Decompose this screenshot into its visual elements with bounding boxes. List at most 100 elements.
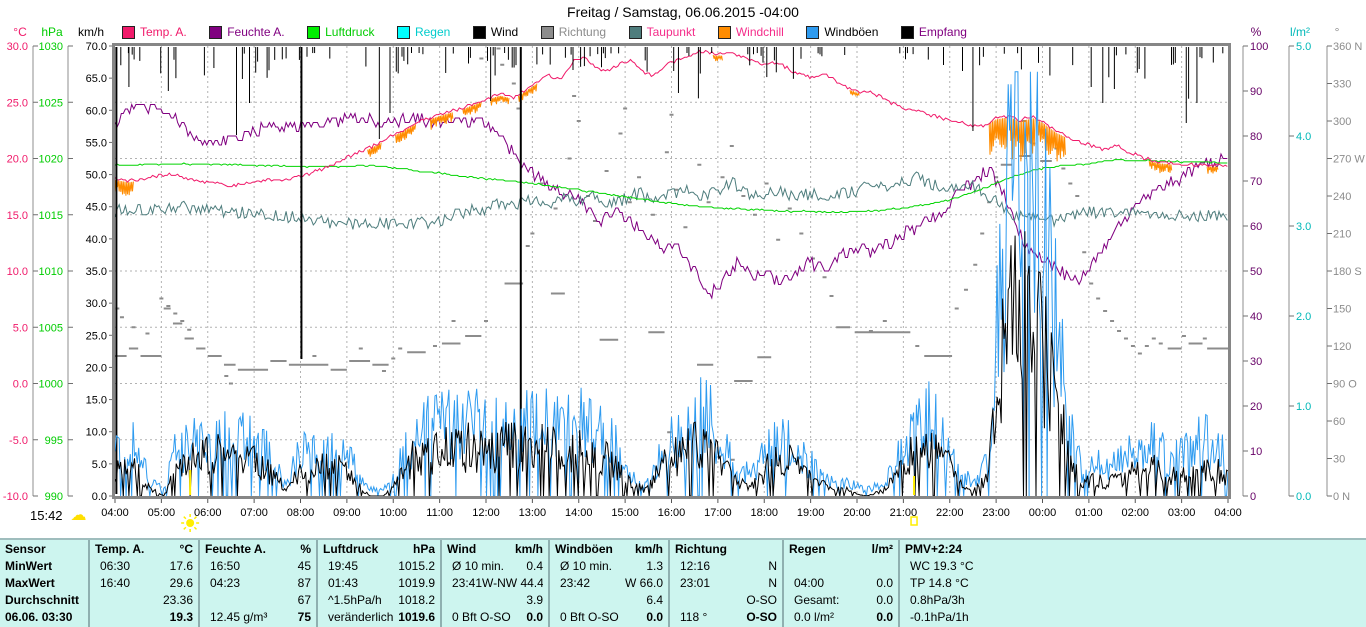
svg-text:10.0: 10.0 [7,266,28,278]
svg-text:0: 0 [1250,491,1256,503]
svg-text:1015: 1015 [39,210,63,222]
reception-swatch-icon [900,25,914,39]
chart-area: 30.0 25.0 20.0 15.0 10.0 5.0 0.0 -5.0 -10.0 1030 1… [3,25,1365,532]
svg-text:06:00: 06:00 [194,507,222,519]
sunshine-duration-value: 15:42 [30,508,63,523]
svg-text:l/m²: l/m² [1290,25,1310,39]
svg-text:3.0: 3.0 [1296,221,1311,233]
svg-text:-10.0: -10.0 [3,491,28,503]
sun-markers [181,470,918,532]
svg-text:1005: 1005 [39,322,63,334]
svg-text:02:00: 02:00 [1121,507,1149,519]
svg-text:hPa: hPa [41,25,63,39]
svg-text:0 N: 0 N [1333,491,1350,503]
svg-text:08:00: 08:00 [287,507,315,519]
svg-text:00:00: 00:00 [1029,507,1057,519]
legend-item-empfang: Empfang [900,25,967,39]
svg-text:90: 90 [1250,86,1262,98]
svg-text:5.0: 5.0 [92,459,107,471]
svg-text:50.0: 50.0 [86,170,107,182]
svg-text:60: 60 [1250,221,1262,233]
series-windchill [114,54,1219,196]
svg-text:995: 995 [45,435,63,447]
svg-text:01:00: 01:00 [1075,507,1103,519]
stats-col-rain: Regen l/m² 04:00 0.0 Gesamt: 0.0 0.0 l/m² 0.… [782,540,898,627]
series-luftdruck [114,159,1228,214]
svg-text:300: 300 [1333,116,1351,128]
sunset-icon [910,516,918,526]
stats-col-humidity: Feuchte A.% 16:50 45 04:23 87 67 12.45 g/m… [198,540,316,627]
svg-text:100: 100 [1250,41,1268,53]
svg-text:1.0: 1.0 [1296,401,1311,413]
y-axes: 30.025.020.015.010.05.00.0-5.0-10.010301… [3,25,1365,503]
svg-text:16:00: 16:00 [658,507,686,519]
svg-text:20.0: 20.0 [86,362,107,374]
svg-text:04:00: 04:00 [1214,507,1242,519]
svg-text:1010: 1010 [39,266,63,278]
svg-text:07:00: 07:00 [240,507,268,519]
legend-item-richtung: Richtung [540,25,606,39]
svg-text:30: 30 [1250,356,1262,368]
stats-col-wind: Wind km/h Ø 10 min. 0.4 23:41 W-NW 44.4 3.9… [440,540,548,627]
svg-text:12:00: 12:00 [472,507,500,519]
svg-text:270 W: 270 W [1333,154,1365,166]
sunshine-duration: 15:42 ☁ [30,506,87,524]
row-label-maxwert: MaxWert [5,576,55,590]
legend-item-windchill: Windchill [717,25,784,39]
svg-text:80: 80 [1250,131,1262,143]
svg-text:120: 120 [1333,341,1351,353]
svg-text:25.0: 25.0 [7,97,28,109]
svg-text:13:00: 13:00 [519,507,547,519]
stats-col-temp: Temp. A. °C 06:30 17.6 16:40 29.6 23.36 19.… [88,540,198,627]
svg-text:19:00: 19:00 [797,507,825,519]
legend-item-regen: Regen [396,25,450,39]
svg-text:35.0: 35.0 [86,266,107,278]
x-axis: 04:00 05:00 06:00 07:00 08:00 09:00 10:00 11:00… [101,498,1242,519]
row-label-durchschnitt: Durchschnitt [5,593,80,607]
svg-text:30: 30 [1333,454,1345,466]
svg-text:55.0: 55.0 [86,137,107,149]
stats-row-labels: Sensor MinWert MaxWert Durchschnitt 06.0… [0,540,88,627]
svg-text:45.0: 45.0 [86,202,107,214]
svg-text:1020: 1020 [39,154,63,166]
legend-item-taupunkt: Taupunkt [628,25,695,39]
weather-chart: 30.025.020.015.010.05.00.0-5.0-10.010301… [3,25,1365,532]
svg-text:180 S: 180 S [1333,266,1362,278]
svg-text:90 O: 90 O [1333,379,1357,391]
svg-text:65.0: 65.0 [86,73,107,85]
svg-text:1000: 1000 [39,379,63,391]
svg-text:14:00: 14:00 [565,507,593,519]
svg-text:15:00: 15:00 [611,507,639,519]
svg-text:%: % [1251,25,1262,39]
svg-text:22:00: 22:00 [936,507,964,519]
svg-text:210: 210 [1333,229,1351,241]
stats-table: Sensor MinWert MaxWert Durchschnitt 06.0… [0,538,1366,627]
svg-text:0.0: 0.0 [13,379,28,391]
svg-text:4.0: 4.0 [1296,131,1311,143]
gusts-swatch-icon [806,25,820,39]
svg-text:360 N: 360 N [1333,41,1362,53]
svg-text:40: 40 [1250,311,1262,323]
sun-cloud-icon: ☁ [70,506,87,524]
stats-col-gusts: Windböen km/h Ø 10 min. 1.3 23:42 W 66.0 6.… [548,540,668,627]
svg-text:10.0: 10.0 [86,427,107,439]
plot-border [112,43,1231,499]
svg-text:5.0: 5.0 [1296,41,1311,53]
row-label-sensor: Sensor [5,542,46,556]
svg-text:04:00: 04:00 [101,507,129,519]
svg-text:50: 50 [1250,266,1262,278]
stats-col-direction: Richtung 12:16 N 23:01 N O-SO 118 ° O-SO [668,540,782,627]
series-empfang [115,47,1224,494]
row-label-minwert: MinWert [5,559,53,573]
legend-item-feuchte: Feuchte A. [209,25,285,39]
svg-text:20.0: 20.0 [7,154,28,166]
wind-swatch-icon [472,25,486,39]
svg-text:70: 70 [1250,176,1262,188]
svg-text:1030: 1030 [39,41,63,53]
series-feuchte-a- [114,102,1228,300]
svg-text:15.0: 15.0 [7,210,28,222]
series-taupunkt [114,171,1228,231]
series-wind [114,231,1229,498]
svg-text:70.0: 70.0 [86,41,107,53]
